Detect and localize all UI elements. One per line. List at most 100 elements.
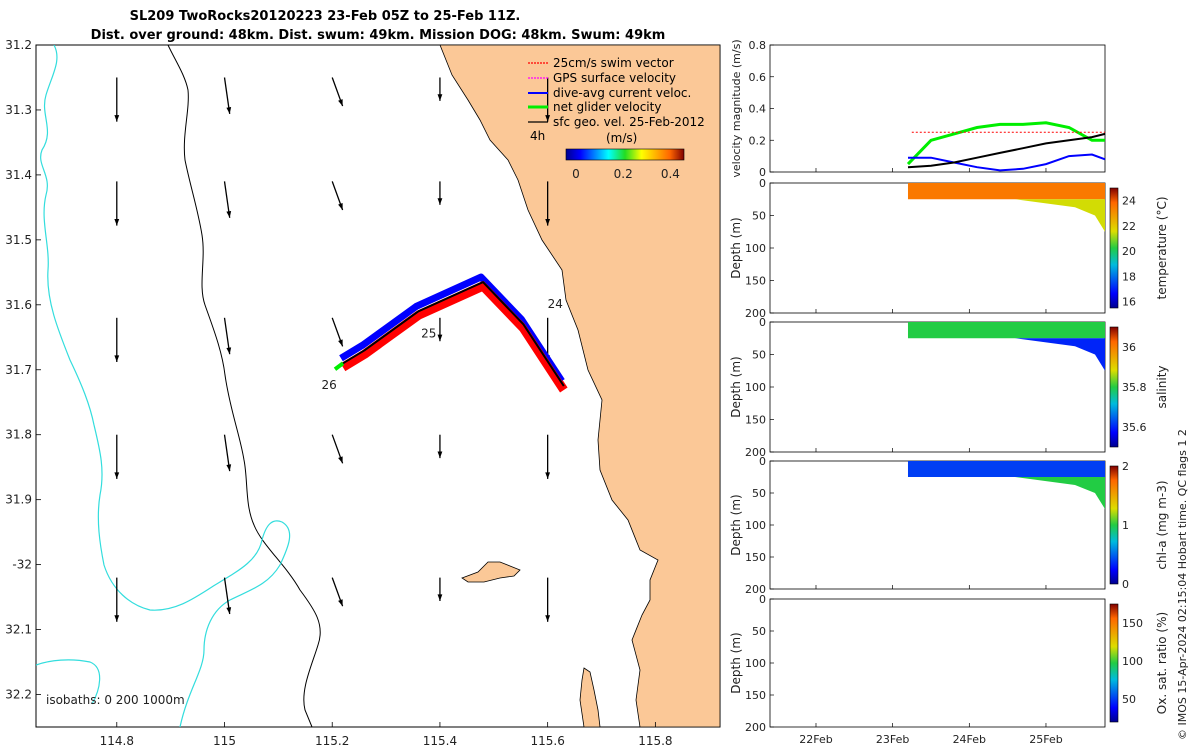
- panel-y-tick-label: 0: [759, 166, 766, 179]
- geo-velocity-vector: [223, 317, 232, 355]
- speed-colorbar-tick-label: 0.2: [614, 167, 633, 181]
- imos-watermark: © IMOS 15-Apr-2024 02:15:04 Hobart time.…: [1176, 429, 1189, 740]
- geo-velocity-vector: [545, 434, 551, 479]
- geo-velocity-vector: [437, 77, 443, 101]
- map-y-tick-label: 31.4: [5, 168, 32, 182]
- panel-y-tick-label: 200: [745, 446, 766, 459]
- section-deep-layer: [1015, 477, 1105, 509]
- map-y-tick-label: 31.7: [5, 363, 32, 377]
- map-legend: 25cm/s swim vector GPS surface velocity …: [528, 56, 705, 181]
- map-y-tick-label: 31.3: [5, 103, 32, 117]
- panel-5: 0 50 100 150 200 Depth (m) 50 100 150 Ox. sat. ra…: [729, 593, 1169, 734]
- legend-swim: 25cm/s swim vector: [553, 56, 674, 70]
- panel-y-tick-label: 50: [752, 625, 766, 638]
- colorbar-tick-label: 2: [1122, 460, 1129, 473]
- section-surface-layer: [907, 183, 1105, 200]
- panel-y-tick-label: 50: [752, 210, 766, 223]
- colorbar-tick-label: 35.8: [1122, 381, 1147, 394]
- isobath-legend: isobaths: 0 200 1000m: [46, 693, 185, 707]
- panel-y-label: Depth (m): [729, 632, 743, 693]
- geo-velocity-vector: [223, 434, 232, 472]
- colorbar-label: chl-a (mg m-3): [1155, 480, 1169, 569]
- map-panel: 24 25 26 114.8 115 115.2 115.4 115.6 115.8 31.2 3…: [5, 38, 721, 748]
- panel-y-tick-label: 0.2: [749, 134, 767, 147]
- colorbar-tick-label: 35.6: [1122, 421, 1147, 434]
- map-y-tick-label: 32.1: [5, 623, 32, 637]
- isobath-1000m: [36, 45, 291, 727]
- geo-velocity-vector: [223, 577, 232, 615]
- panel-y-tick-label: 0.4: [749, 103, 767, 116]
- geo-velocity-vector: [223, 77, 232, 114]
- geo-velocity-vector: [223, 181, 232, 218]
- panel-y-tick-label: 200: [745, 307, 766, 320]
- panel-y-tick-label: 50: [752, 487, 766, 500]
- panel-3: 0 50 100 150 200 Depth (m) 35.6 35.8 36 salinity: [729, 316, 1169, 459]
- map-x-tick-label: 115.8: [638, 734, 672, 748]
- time-axis-tick-label: 25Feb: [1029, 733, 1062, 746]
- colorbar-label: Ox. sat. ratio (%): [1155, 612, 1169, 714]
- geo-velocity-vector: [545, 77, 551, 122]
- colorbar-tick-label: 22: [1122, 220, 1136, 233]
- section-surface-layer: [907, 322, 1105, 339]
- geo-velocity-vector: [545, 577, 551, 622]
- geo-velocity-vector: [331, 77, 344, 107]
- map-y-tick-label: -32: [12, 558, 32, 572]
- panel-y-label: Depth (m): [729, 217, 743, 278]
- track-day-label: 24: [548, 297, 563, 311]
- panel-y-tick-label: 0: [759, 177, 766, 190]
- panel-y-tick-label: 0.6: [749, 71, 767, 84]
- panel-y-tick-label: 150: [745, 275, 766, 288]
- panel-plot-area: [769, 460, 1106, 590]
- panel-colorbar: [1109, 465, 1119, 585]
- geo-velocity-vector: [437, 434, 443, 459]
- panel-plot-area: [769, 182, 1106, 314]
- map-x-tick-label: 115.6: [530, 734, 564, 748]
- geo-velocity-vector: [437, 317, 443, 342]
- map-x-tick-label: 115.4: [423, 734, 457, 748]
- glider-track: [342, 281, 565, 387]
- section-surface-layer: [907, 461, 1105, 477]
- panel-y-tick-label: 200: [745, 721, 766, 734]
- geo-velocity-vector: [114, 577, 120, 622]
- panel-y-label: Depth (m): [729, 356, 743, 417]
- geo-velocity-vector: [437, 577, 443, 602]
- geo-velocity-vector: [114, 181, 120, 226]
- panel-colorbar: [1109, 603, 1119, 723]
- panel-colorbar: [1109, 187, 1119, 309]
- map-y-tick-label: 31.6: [5, 298, 32, 312]
- speed-colorbar-label: (m/s): [606, 131, 637, 145]
- colorbar-label: salinity: [1155, 365, 1169, 408]
- velocity-series: [906, 121, 1105, 166]
- speed-colorbar: [565, 148, 685, 161]
- legend-glider: net glider velocity: [553, 100, 661, 114]
- panel-y-tick-label: 150: [745, 414, 766, 427]
- land-rottnest-island: [461, 561, 521, 583]
- time-axis-tick-label: 23Feb: [876, 733, 909, 746]
- colorbar-tick-label: 0: [1122, 578, 1129, 591]
- geo-velocity-vector: [331, 434, 344, 464]
- geo-velocity-vector: [114, 434, 120, 479]
- speed-colorbar-tick-label: 0: [572, 167, 580, 181]
- colorbar-tick-label: 36: [1122, 341, 1136, 354]
- panel-y-tick-label: 100: [745, 381, 766, 394]
- geo-velocity-vector: [331, 577, 344, 607]
- net-glider-velocity-mark: [333, 361, 345, 371]
- map-y-tick-label: 31.9: [5, 493, 32, 507]
- track-day-label: 25: [421, 326, 436, 340]
- panel-4: 0 50 100 150 200 Depth (m) 0 1 2 chl-a (mg m-3): [729, 455, 1169, 596]
- colorbar-tick-label: 100: [1122, 655, 1143, 668]
- panel-y-label: Depth (m): [729, 494, 743, 555]
- section-deep-layer: [1015, 199, 1105, 232]
- panel-plot-area: [769, 598, 1106, 728]
- isobath-200m: [167, 45, 321, 727]
- panel-y-tick-label: 100: [745, 242, 766, 255]
- colorbar-tick-label: 1: [1122, 519, 1129, 532]
- panel-colorbar: [1109, 326, 1119, 448]
- geo-velocity-vector: [114, 317, 120, 362]
- map-x-tick-label: 114.8: [100, 734, 134, 748]
- panel-y-tick-label: 200: [745, 583, 766, 596]
- panel-y-tick-label: 0.8: [749, 39, 767, 52]
- colorbar-tick-label: 150: [1122, 617, 1143, 630]
- panel-y-tick-label: 0: [759, 316, 766, 329]
